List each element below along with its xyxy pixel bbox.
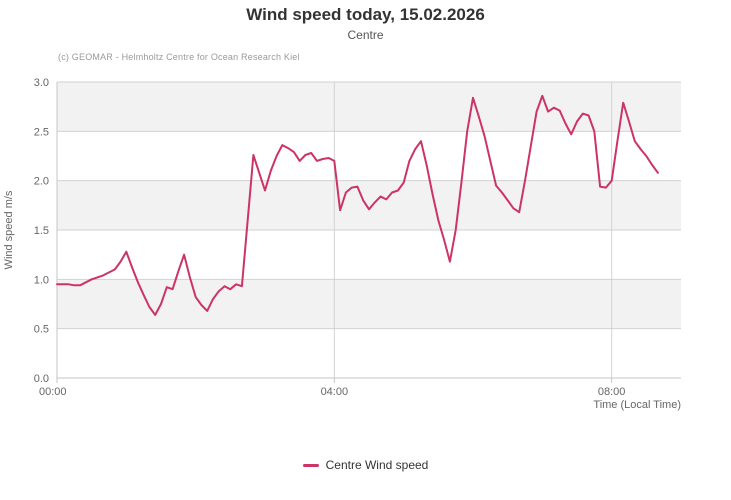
- y-tick-label: 1.0: [34, 274, 49, 286]
- legend-line-marker: [302, 463, 319, 467]
- y-tick-label: 0.5: [34, 324, 49, 336]
- x-tick-label: 00:00: [39, 386, 67, 398]
- credit-label: (c) GEOMAR - Helmholtz Centre for Ocean …: [58, 52, 300, 62]
- y-tick-label: 3.0: [34, 77, 49, 89]
- y-axis-title: Wind speed m/s: [3, 190, 15, 270]
- x-tick-label: 04:00: [321, 386, 349, 398]
- plot-band: [57, 180, 681, 230]
- y-tick-label: 2.5: [34, 126, 49, 138]
- chart-subtitle: Centre: [347, 28, 384, 42]
- x-axis-title: Time (Local Time): [593, 399, 681, 411]
- y-tick-label: 2.0: [34, 176, 49, 188]
- chart-title: Wind speed today, 15.02.2026: [246, 5, 485, 24]
- plot-band: [57, 82, 681, 132]
- plot-area: 00:00 04:00 08:00 3.0 2.5 2.0 1.5 1.0 0.5 0.0: [34, 77, 681, 398]
- legend-label: Centre Wind speed: [325, 458, 429, 472]
- x-tick-label: 08:00: [598, 386, 626, 398]
- y-tick-label: 1.5: [34, 225, 49, 237]
- legend-item-centre-wind-speed[interactable]: Centre Wind speed: [0, 458, 731, 472]
- plot-band: [57, 279, 681, 329]
- y-tick-label: 0.0: [34, 373, 49, 385]
- wind-speed-series-line[interactable]: [56, 94, 659, 316]
